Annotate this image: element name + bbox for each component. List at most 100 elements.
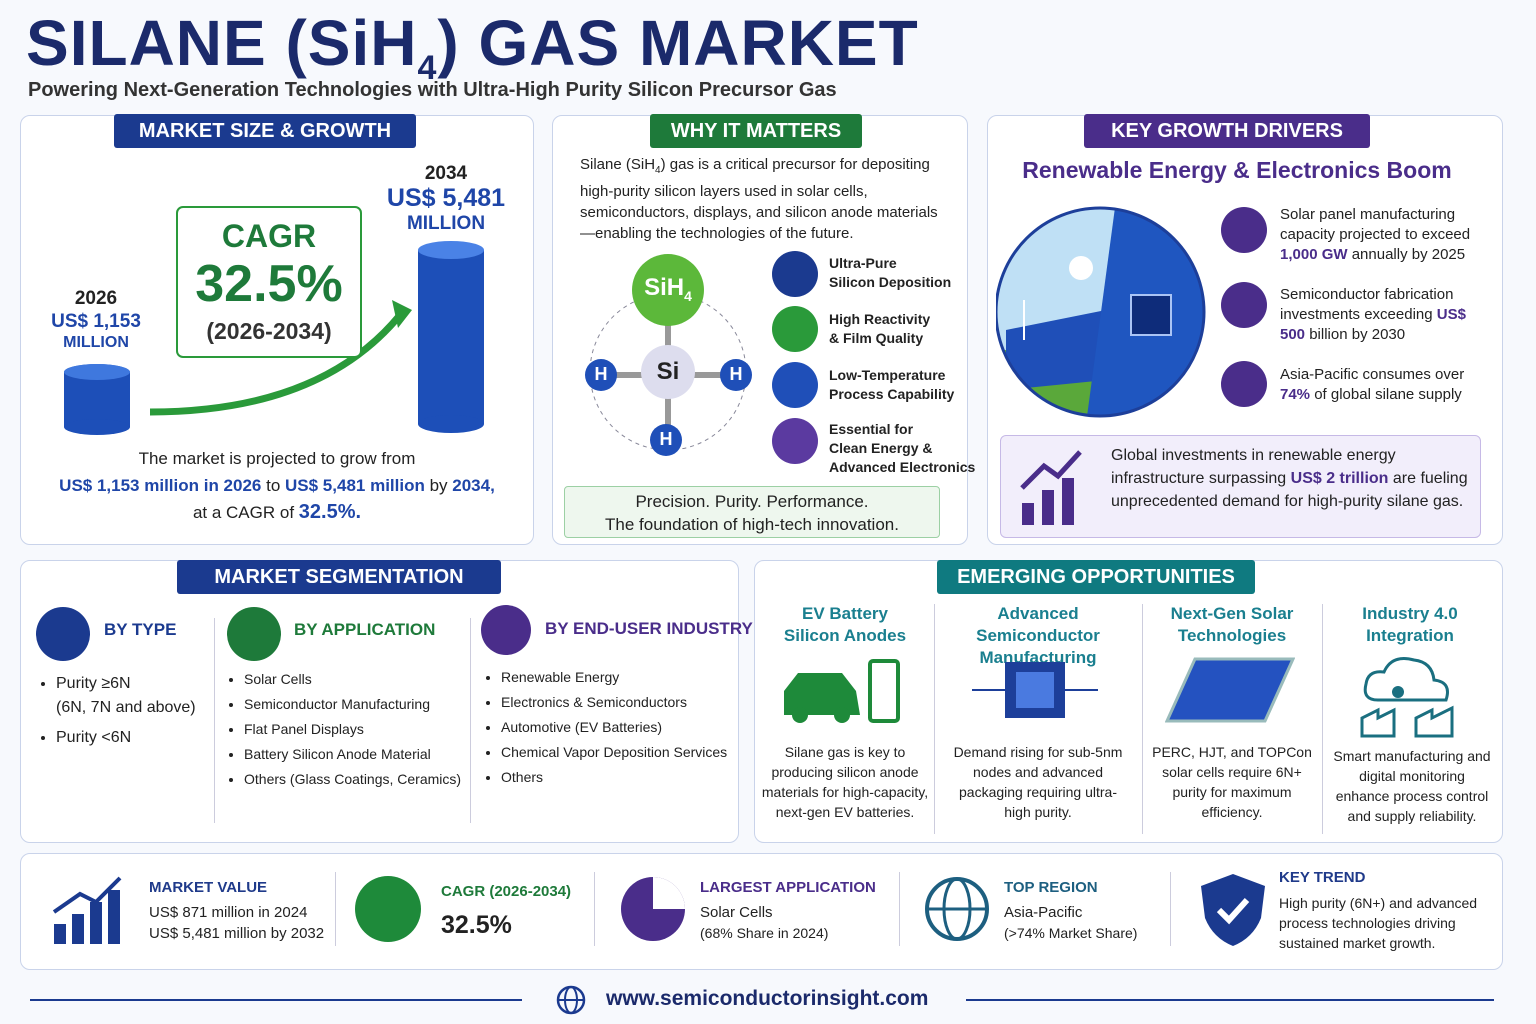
stat-icon xyxy=(52,876,122,944)
driver-text: Asia-Pacific consumes over xyxy=(1280,366,1465,383)
seg-label: Purity ≥6N xyxy=(56,675,131,692)
opp-title-line: Next-Gen Solar xyxy=(1170,604,1294,623)
seg-title: BY APPLICATION xyxy=(294,620,436,639)
feature-icon xyxy=(772,306,818,352)
callout-text: Global investments in renewable energy i… xyxy=(1111,447,1396,487)
divider xyxy=(335,872,336,946)
section-heading: EMERGING OPPORTUNITIES xyxy=(937,560,1255,594)
stat-icon xyxy=(1201,874,1265,946)
atom-center: Si xyxy=(656,358,680,385)
section-heading: KEY GROWTH DRIVERS xyxy=(1084,114,1370,148)
decoration xyxy=(64,364,130,380)
feature-line: Advanced Electronics xyxy=(829,459,976,475)
feature-icon xyxy=(772,251,818,297)
opp-text: PERC, HJT, and TOPCon solar cells requir… xyxy=(1152,744,1312,820)
stat-line: Solar Cells xyxy=(700,904,773,921)
molecule-diagram xyxy=(585,254,752,456)
decoration xyxy=(1069,256,1093,280)
title-part: SILANE (SiH xyxy=(26,7,418,79)
solar-icon xyxy=(1165,657,1295,723)
cagr-period: (2026-2034) xyxy=(206,318,332,344)
subtitle: Powering Next-Generation Technologies wi… xyxy=(28,79,837,101)
stat-title: TOP REGION xyxy=(1004,879,1098,896)
divider xyxy=(934,604,935,834)
decoration xyxy=(52,876,122,914)
opp-text: Smart manufacturing and digital monitori… xyxy=(1333,748,1491,824)
feature: High Reactivity & Film Quality xyxy=(829,310,930,348)
driver-text: of global silane supply xyxy=(1310,386,1462,403)
stat-icon xyxy=(355,876,421,942)
why-description: Silane (SiH4) gas is a critical precurso… xyxy=(580,154,952,244)
stat-line: High purity (6N+) and advanced process t… xyxy=(1279,895,1478,951)
seg-item: Purity <6N xyxy=(56,726,196,750)
divider xyxy=(470,618,471,823)
decoration xyxy=(1022,503,1034,525)
decoration xyxy=(632,254,704,326)
opp-title: Industry 4.0 Integration xyxy=(1326,603,1494,647)
stat-lines: US$ 871 million in 2024 US$ 5,481 million… xyxy=(149,902,324,944)
feature-line: High Reactivity xyxy=(829,311,931,327)
end-year: 2034 xyxy=(424,163,468,184)
opp-title-line: Industry 4.0 xyxy=(1362,604,1458,623)
seg-item: Purity ≥6N (6N, 7N and above) xyxy=(56,672,196,720)
decoration xyxy=(996,208,1204,416)
stat-line: (>74% Market Share) xyxy=(1004,925,1138,941)
decoration xyxy=(1020,450,1082,490)
decoration xyxy=(1392,686,1404,698)
driver: Solar panel manufacturing capacity proje… xyxy=(1280,205,1490,265)
callout-text: are fueling unprecedented demand for hig… xyxy=(1111,470,1468,510)
decoration xyxy=(1165,657,1295,723)
decoration xyxy=(868,659,900,723)
tagline-line: Precision. Purity. Performance. xyxy=(635,492,869,511)
footer-url[interactable]: www.semiconductorinsight.com xyxy=(606,987,929,1010)
driver-text: annually by 2025 xyxy=(1347,246,1466,263)
seg-item: Battery Silicon Anode Material xyxy=(244,745,461,764)
stat-title: CAGR (2026-2034) xyxy=(441,883,572,900)
summary-em: US$ 1,153 million in 2026 xyxy=(59,476,262,495)
ev-icon xyxy=(784,659,900,723)
driver-icon xyxy=(1221,207,1267,253)
decoration xyxy=(1216,897,1250,925)
footer-rule xyxy=(966,999,1494,1001)
why-panel xyxy=(552,115,968,545)
feature-line: Clean Energy & xyxy=(829,440,933,456)
seg-item: Others xyxy=(501,768,727,787)
callout-icon xyxy=(1020,450,1082,525)
atom-h: H xyxy=(594,364,608,384)
seg-list: Solar Cells Semiconductor Manufacturing Fl… xyxy=(224,670,461,795)
feature-icon xyxy=(772,362,818,408)
divider xyxy=(214,618,215,823)
summary-line: at a CAGR of 32.5%. xyxy=(20,499,534,526)
opp-title-line: Advanced Semiconductor xyxy=(976,604,1100,645)
decoration xyxy=(650,424,682,456)
opp-title-line: Technologies xyxy=(1177,626,1287,645)
stat-icon xyxy=(621,877,685,941)
summary-em: 32.5%. xyxy=(298,501,362,523)
divider xyxy=(1142,604,1143,834)
section-heading: MARKET SIZE & GROWTH xyxy=(114,114,416,148)
opp-text: Demand rising for sub-5nm nodes and adva… xyxy=(953,744,1123,820)
tagline: Precision. Purity. Performance. The found… xyxy=(564,486,940,538)
feature-line: Process Capability xyxy=(829,386,955,402)
divider xyxy=(1322,604,1323,834)
desc-sub: 4 xyxy=(655,165,661,176)
summary-em: US$ 5,481 million xyxy=(285,476,425,495)
opp-title-line: EV Battery xyxy=(802,604,888,623)
stat-icon xyxy=(925,877,989,941)
atom-h: H xyxy=(729,364,743,384)
summary-text: to xyxy=(261,476,286,495)
decoration xyxy=(792,707,808,723)
stat-title: MARKET VALUE xyxy=(149,879,268,896)
decoration xyxy=(1016,672,1054,708)
driver-em: 1,000 GW xyxy=(1280,246,1348,263)
seg-item: Automotive (EV Batteries) xyxy=(501,718,727,737)
atom-label: SiH xyxy=(644,274,685,301)
start-value: US$ 1,153 xyxy=(51,311,141,332)
seg-item: Flat Panel Displays xyxy=(244,720,461,739)
seg-item: Others (Glass Coatings, Ceramics) xyxy=(244,770,461,789)
decoration xyxy=(585,359,617,391)
driver: Asia-Pacific consumes over 74% of global… xyxy=(1280,365,1480,405)
segmentation-panel xyxy=(20,560,739,843)
title: SILANE (SiH4) GAS MARKET xyxy=(26,6,919,88)
